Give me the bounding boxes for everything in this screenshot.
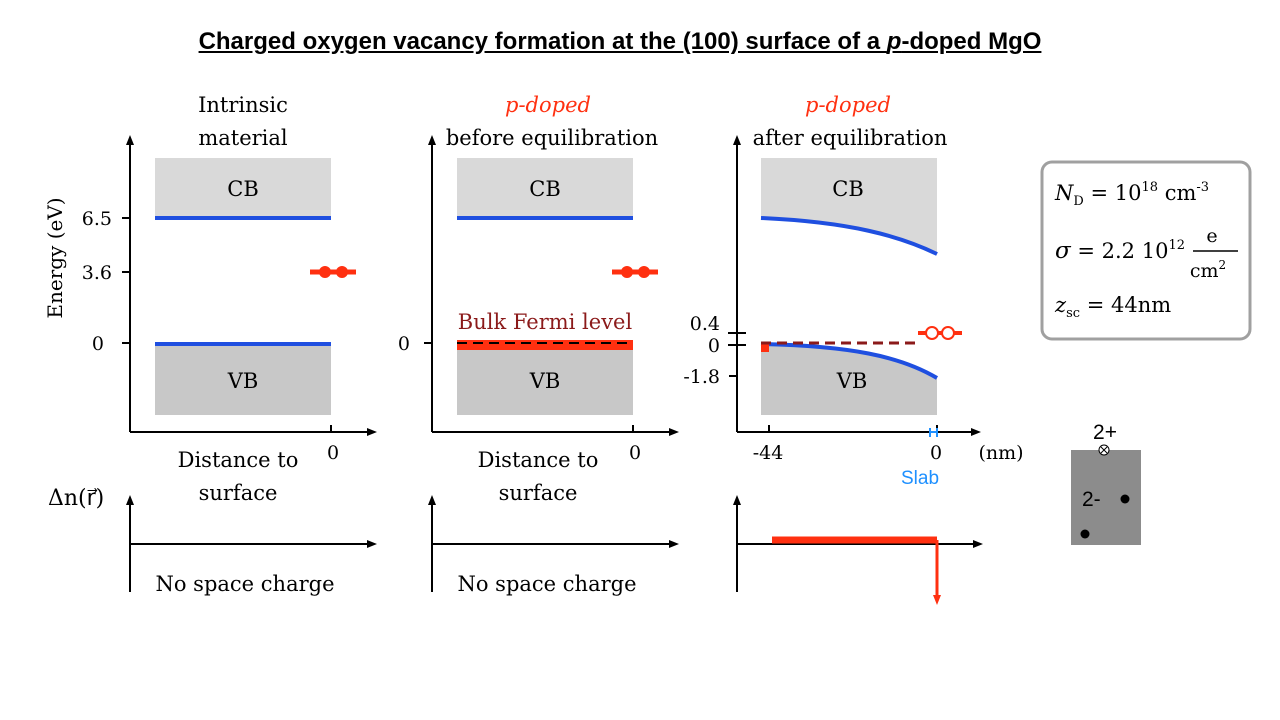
conduction-band-rect [155,158,331,219]
doping-density: ND = 1018 cm-3 [1054,180,1209,209]
valence-band-rect [155,345,331,415]
panel3-title-line1: p-doped [805,93,891,117]
defect-electron-dot [336,266,348,278]
energy-axis-label: Energy (eV) [43,197,67,318]
y-tick-label: 0 [398,333,410,355]
valence-band-rect [457,345,633,415]
vb-bending-curve [760,342,939,380]
acceptor-band-stub [761,343,769,352]
panel1-title-line1: Intrinsic [198,93,288,117]
cb-bending-curve [760,216,938,256]
space-charge-width: zsc = 44nm [1054,293,1171,321]
space-charge-caption: No space charge [155,572,334,596]
vb-label: VB [529,369,561,393]
x-tick-label: 0 [629,442,641,464]
electron-dot [1080,529,1090,539]
defect-hole-circle [941,326,955,340]
sigma-denominator: cm2 [1190,258,1226,282]
y-tick-label: 3.6 [82,262,112,284]
vacancy-box [1071,450,1141,545]
parameter-box-frame [1040,160,1252,341]
bulk-fermi-label: Bulk Fermi level [458,310,633,334]
defect-electron-dot [319,266,331,278]
defect-electron-dot [621,266,633,278]
vacancy-charge-mid: 2- [1082,488,1101,511]
x-axis-label-line2: surface [199,481,278,505]
panel-p-doped-after: p-doped after equilibration CB VB 0.4 0 … [683,93,1024,605]
y-tick-label: 0.4 [690,313,720,335]
valence-band-rect [761,344,937,415]
y-tick-label: 0 [92,333,104,355]
parameter-box: ND = 1018 cm-3 σ = 2.2 1012 e cm2 zsc = … [1040,160,1252,341]
defect-electron-dot [638,266,650,278]
cb-label: CB [227,177,259,201]
cb-label: CB [529,177,561,201]
y-tick-label: 6.5 [82,208,112,230]
space-charge-caption: No space charge [457,572,636,596]
panel2-title-line1: p-doped [505,93,591,117]
panel3-title-line2: after equilibration [753,126,948,150]
sigma-numerator: e [1206,225,1217,247]
x-unit-label: (nm) [978,442,1023,464]
x-tick-label: -44 [753,442,784,464]
y-tick-label: -1.8 [683,366,720,388]
acceptor-band [457,340,633,350]
x-tick-label: 0 [930,442,942,464]
panel2-title-line2: before equilibration [446,126,658,150]
conduction-band-rect [457,158,633,219]
panel1-title-line2: material [198,126,288,150]
surface-charge-density: σ = 2.2 1012 [1055,238,1185,264]
x-tick-label: 0 [327,442,339,464]
slide-title: Charged oxygen vacancy formation at the … [198,28,1042,55]
x-axis-label-line1: Distance to [478,448,599,472]
cb-label: CB [832,177,864,201]
conduction-band-rect [761,158,937,252]
y-tick-label: 0 [708,335,720,357]
electron-dot [1120,494,1130,504]
delta-n-label: Δn(r⃗) [48,486,104,511]
panel-p-doped-before: p-doped before equilibration CB VB Bulk … [398,93,679,596]
slab-label: Slab [901,468,939,489]
vacancy-charge-top: 2+ [1093,421,1117,444]
vb-label: VB [227,369,259,393]
x-axis-label-line1: Distance to [178,448,299,472]
vb-label: VB [836,369,868,393]
vacancy-schematic: 2+ 2- [1071,421,1141,545]
defect-hole-circle [925,326,939,340]
panel-intrinsic: Intrinsic material Energy (eV) CB VB 6.5… [43,93,377,596]
x-axis-label-line2: surface [499,481,578,505]
